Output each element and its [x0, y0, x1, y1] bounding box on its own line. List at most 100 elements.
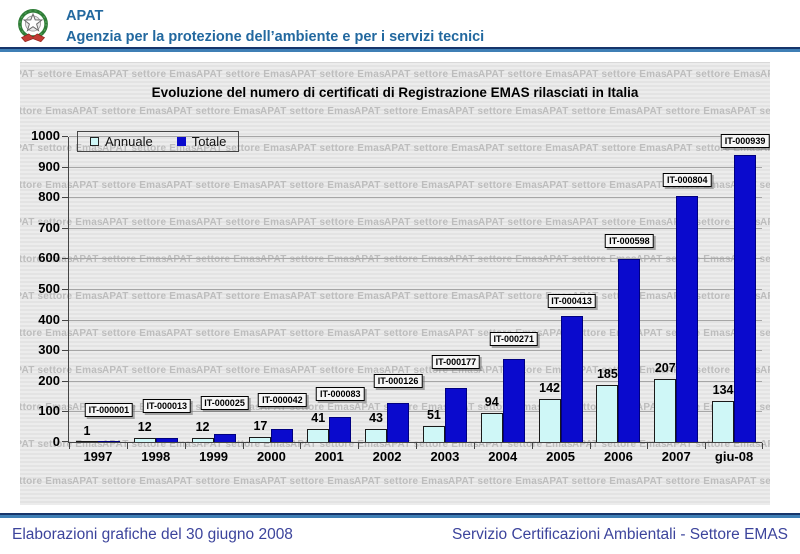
watermark-text: APAT settore Emas [760, 69, 770, 80]
watermark-text: APAT settore Emas [448, 106, 543, 117]
watermark-text: APAT settore Emas [196, 217, 291, 228]
category-cell-2000: 17 IT-000042 2000 [243, 137, 307, 464]
x-axis-tick [358, 443, 360, 449]
y-gridline [69, 319, 762, 321]
watermark-text: APAT settore Emas [260, 180, 355, 191]
watermark-text: APAT settore Emas [666, 365, 761, 376]
y-axis-label: 600 [38, 250, 60, 266]
agency-acronym: APAT [66, 8, 104, 24]
category-cell-1997: 1 IT-000001 1997 [69, 137, 134, 464]
x-axis-label: giu-08 [714, 449, 754, 464]
plot-area: 0 100 200 300 400 500 600 700 800 900 1000 1 IT-0000… [31, 128, 770, 464]
watermark-text: APAT settore Emas [448, 402, 543, 413]
footer-service-note: Servizio Certificazioni Ambientali - Set… [452, 526, 788, 543]
watermark-text: APAT settore Emas [384, 143, 479, 154]
x-axis-tick [300, 443, 302, 449]
totale-certificate-label: IT-000413 [547, 293, 596, 308]
x-axis-label: 2004 [488, 449, 518, 464]
legend-item-annuale: Annuale [90, 134, 153, 149]
y-axis-tick [62, 319, 68, 321]
category-cell-1999: 12 IT-000025 1999 [185, 137, 249, 464]
bar-totale-2006 [618, 259, 641, 442]
watermark-text: APAT settore Emas [384, 291, 479, 302]
totale-certificate-label: IT-000042 [258, 393, 307, 408]
watermark-text: APAT settore Emas [572, 439, 667, 450]
x-axis-label: 1997 [83, 449, 113, 464]
watermark-text: APAT settore Emas [196, 365, 291, 376]
category-cell-2005: 142 IT-000413 2005 [532, 137, 596, 464]
x-axis-tick [531, 443, 533, 449]
bar-annuale-2005 [538, 398, 561, 442]
annuale-value-label: 134 [712, 383, 734, 397]
watermark-text: APAT settore Emas [354, 106, 449, 117]
y-axis-tick [62, 441, 68, 442]
watermark-text: APAT settore Emas [20, 328, 73, 339]
legend-label-annuale: Annuale [105, 134, 153, 149]
x-axis-label: 2006 [603, 449, 633, 464]
totale-certificate-label: IT-000001 [84, 402, 134, 417]
x-axis-tick [126, 443, 128, 449]
annuale-value-label: 43 [369, 410, 384, 425]
watermark-text: APAT settore Emas [478, 69, 573, 80]
bar-annuale-2006 [596, 385, 619, 442]
annuale-value-label: 17 [253, 418, 268, 433]
watermark-text: APAT settore Emas [542, 180, 637, 191]
header-divider-light [0, 49, 800, 52]
annuale-value-label: 41 [311, 411, 326, 426]
watermark-text: APAT settore Emas [290, 365, 385, 376]
totale-certificate-label: IT-000025 [200, 396, 249, 411]
x-axis-tick [69, 443, 70, 449]
category-cell-2006: 185 IT-000598 2006 [590, 137, 654, 464]
y-axis-tick [62, 289, 68, 290]
x-axis-label: 2000 [256, 449, 286, 464]
legend-label-totale: Totale [191, 134, 227, 149]
watermark-text: APAT settore Emas [290, 291, 385, 302]
watermark-text: APAT settore Emas [572, 217, 667, 228]
bar-totale-2002 [387, 403, 410, 442]
watermark-text: APAT settore Emas [102, 439, 197, 450]
watermark-text: APAT settore Emas [572, 143, 667, 154]
watermark-text: APAT settore Emas [260, 476, 355, 487]
bar-annuale-giu-08 [712, 401, 735, 442]
x-axis-label: 2003 [430, 449, 460, 464]
category-cell-2002: 43 IT-000126 2002 [358, 137, 423, 464]
watermark-text: APAT settore Emas [20, 143, 103, 154]
watermark-text: APAT settore Emas [260, 328, 355, 339]
watermark-text: APAT settore Emas [478, 143, 573, 154]
chart-legend: Annuale Totale [77, 131, 240, 152]
y-axis-tick [62, 166, 68, 168]
watermark-text: APAT settore Emas [760, 143, 770, 154]
totale-certificate-label: IT-000271 [489, 332, 538, 347]
watermark-text: APAT settore Emas [20, 476, 73, 487]
bar-totale-giu-08 [734, 154, 757, 442]
bar-annuale-2007 [654, 378, 677, 442]
header-divider-dark [0, 47, 800, 49]
watermark-text: APAT settore Emas [448, 476, 543, 487]
y-axis-label: 800 [38, 189, 60, 205]
watermark-text: APAT settore Emas [760, 365, 770, 376]
y-axis-tick [62, 197, 68, 199]
watermark-text: APAT settore Emas [572, 69, 667, 80]
bar-annuale-1999 [191, 438, 214, 442]
bar-totale-1998 [155, 438, 178, 442]
watermark-text: APAT settore Emas [384, 69, 479, 80]
y-axis-label: 1000 [31, 128, 60, 143]
watermark-text: APAT settore Emas [448, 254, 543, 265]
annuale-value-label: 51 [426, 408, 441, 423]
watermark-text: APAT settore Emas [166, 476, 261, 487]
category-cell-2004: 94 IT-000271 2004 [474, 137, 538, 464]
watermark-text: APAT settore Emas [760, 439, 770, 450]
y-gridline [69, 350, 762, 352]
watermark-text: APAT settore Emas [290, 217, 385, 228]
x-axis-tick [473, 443, 475, 449]
watermark-text: APAT settore Emas [636, 476, 731, 487]
y-gridline [69, 411, 762, 413]
y-axis-tick [62, 227, 68, 229]
category-cell-2001: 41 IT-000083 2001 [300, 137, 365, 464]
watermark-text: APAT settore Emas [196, 69, 291, 80]
y-axis-label: 100 [38, 403, 60, 419]
totale-certificate-label: IT-000177 [431, 354, 481, 369]
footer-divider-dark [0, 513, 800, 515]
